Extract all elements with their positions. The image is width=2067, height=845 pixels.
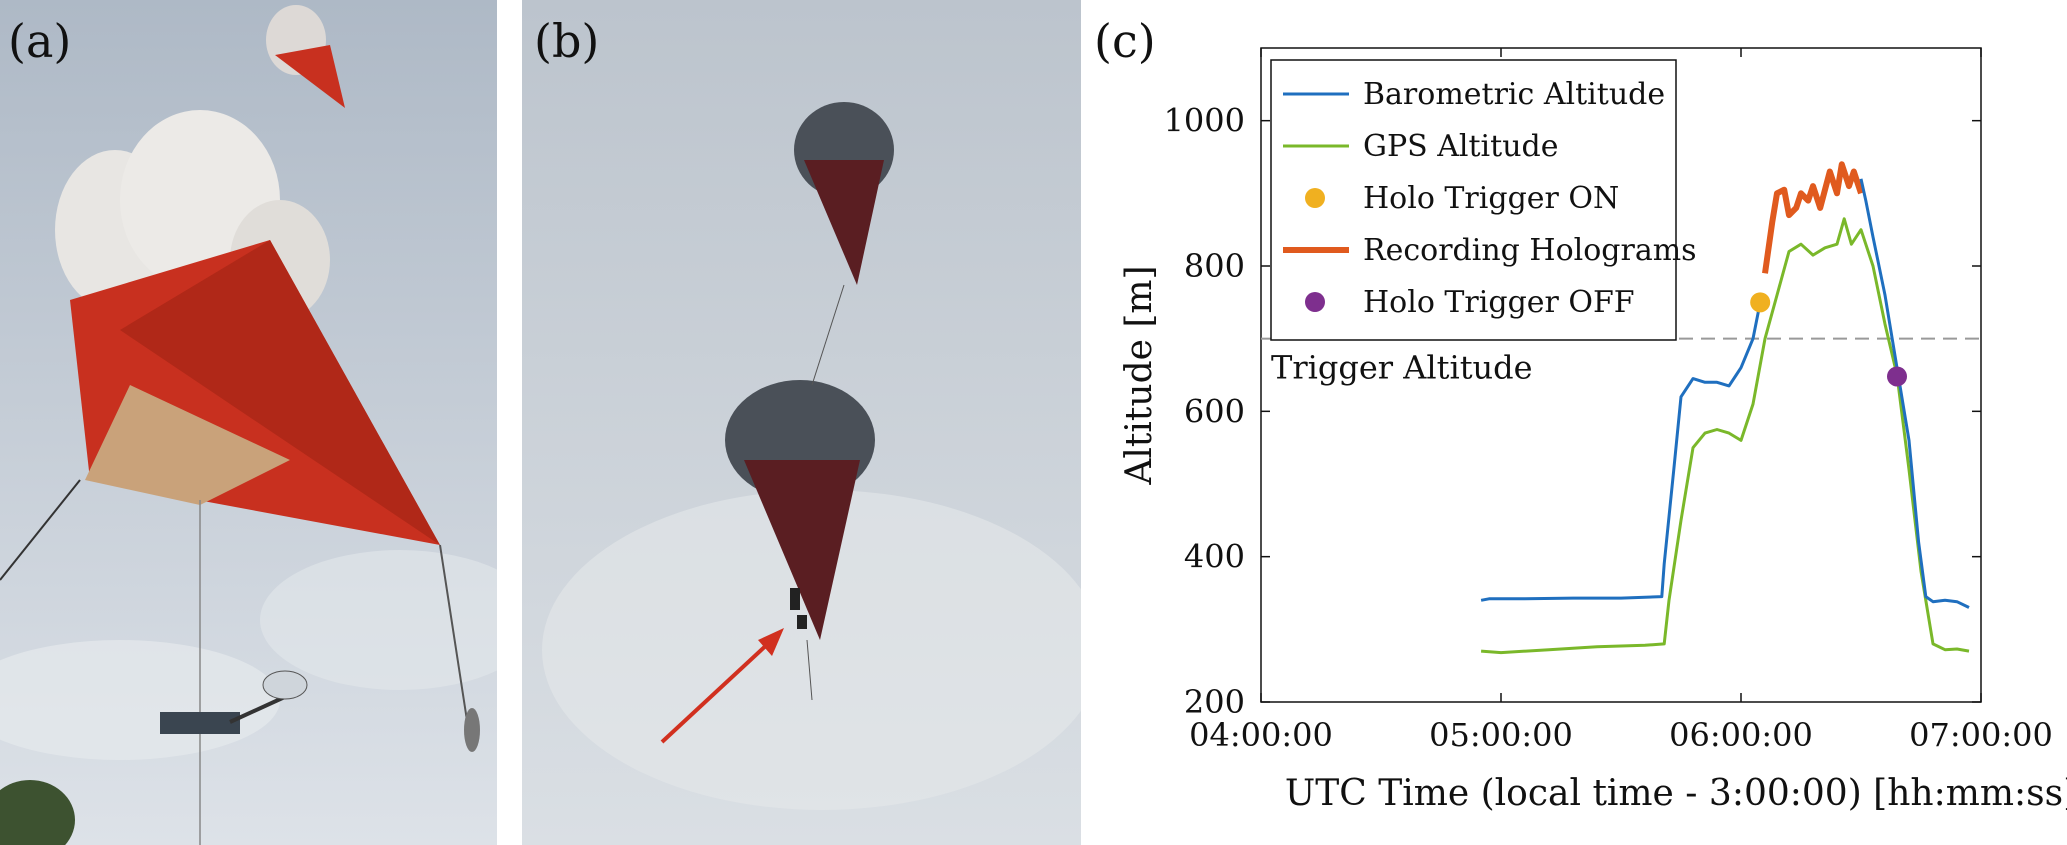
x-tick-label: 07:00:00 (1909, 716, 2053, 754)
legend-swatch (1305, 292, 1325, 312)
legend-swatch (1305, 188, 1325, 208)
y-axis-label: Altitude [m] (1119, 265, 1160, 485)
x-tick-label: 06:00:00 (1669, 716, 1813, 754)
y-tick-label: 600 (1184, 392, 1245, 430)
panel-label-b: (b) (534, 14, 600, 68)
legend-entry: Recording Holograms (1363, 233, 1697, 268)
series-layer (1480, 161, 1970, 655)
trigger-line-layer: Trigger Altitude (1261, 337, 1981, 387)
trigger-altitude-label: Trigger Altitude (1271, 349, 1533, 387)
marker-holo-trigger-off (1887, 366, 1907, 387)
marker-layer (1750, 292, 1907, 387)
series-recording-holograms (1762, 161, 1864, 274)
altitude-chart: 04:00:00 05:00:00 06:00:00 07:00:00 200 400 60… (1119, 47, 2067, 814)
x-axis-label: UTC Time (local time - 3:00:00) [hh:mm:s… (1285, 773, 2067, 814)
legend-entry: Holo Trigger OFF (1363, 285, 1635, 320)
legend-box (1270, 59, 1677, 341)
y-tick-label: 1000 (1164, 102, 1245, 140)
x-tick-label: 05:00:00 (1429, 716, 1573, 754)
y-tick-label: 200 (1184, 683, 1245, 721)
series-barometric-altitude (1480, 302, 1762, 602)
balloon-photo-b (522, 0, 1081, 845)
photo-panel-a (0, 0, 497, 845)
marker-holo-trigger-on (1750, 292, 1771, 313)
panel-label-c: (c) (1094, 14, 1156, 68)
legend-entry: Barometric Altitude (1363, 77, 1665, 112)
legend-entry: Holo Trigger ON (1363, 181, 1619, 216)
y-tick-label: 800 (1184, 247, 1245, 285)
plot-frame (1260, 47, 1982, 703)
chart-frame-layer: 04:00:00 05:00:00 06:00:00 07:00:00 200 400 60… (1164, 47, 2053, 754)
panel-label-a: (a) (8, 14, 72, 68)
series-gps-altitude (1480, 217, 1970, 655)
x-tick-label: 04:00:00 (1189, 716, 1333, 754)
photo-panel-b (522, 0, 1081, 845)
balloon-photo-a (0, 0, 497, 845)
legend-layer: Barometric Altitude GPS Altitude Holo Trig… (1270, 59, 1697, 341)
y-tick-label: 400 (1184, 538, 1245, 576)
series-barometric-altitude-descent (1859, 178, 1970, 609)
legend-entry: GPS Altitude (1363, 129, 1558, 164)
